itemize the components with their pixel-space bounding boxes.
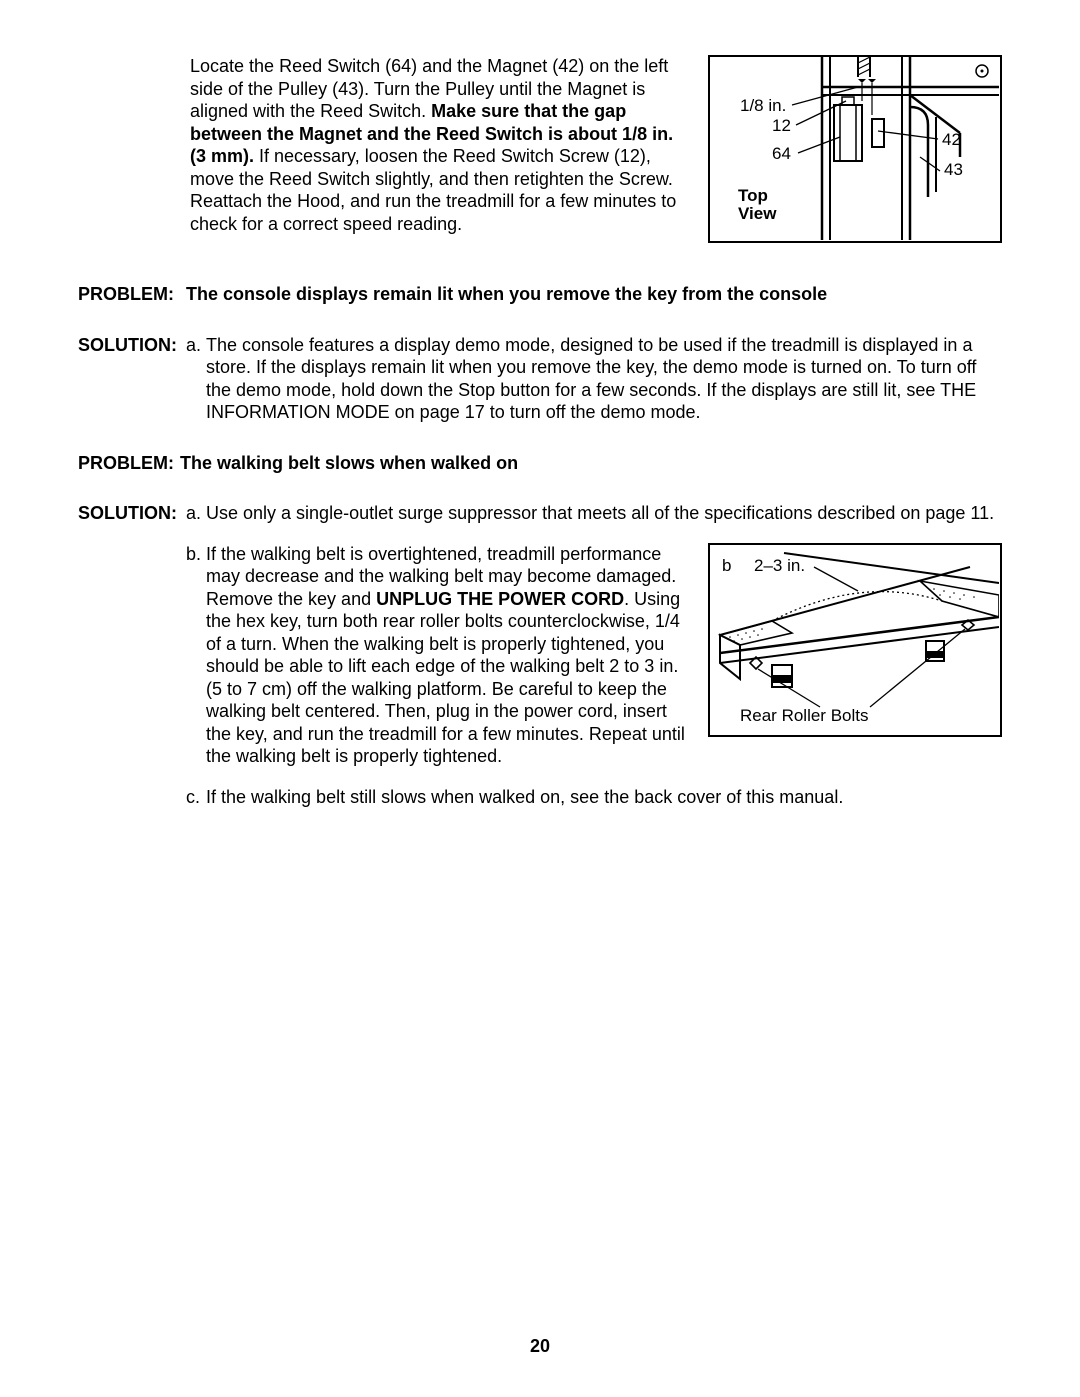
label-2-3-in: 2–3 in. [754, 555, 805, 576]
problem-1-row: PROBLEM: The console displays remain lit… [78, 283, 1002, 306]
solution-2c-letter: c. [186, 786, 206, 809]
label-43: 43 [944, 159, 963, 180]
solution-2b-body: If the walking belt is overtightened, tr… [206, 543, 688, 768]
reed-switch-s2: If necessary, loosen the Reed Switch Scr… [190, 146, 676, 234]
problem-1-label: PROBLEM: [78, 283, 186, 306]
label-rear-roller-bolts: Rear Roller Bolts [740, 705, 869, 726]
top-view-diagram: 1/8 in. 12 64 42 43 Top View [708, 55, 1002, 243]
solution-2b-s2: . Using the hex key, turn both rear roll… [206, 589, 685, 767]
solution-2-label: SOLUTION: [78, 502, 186, 525]
label-12: 12 [772, 115, 791, 136]
problem-2-label: PROBLEM: [78, 452, 180, 475]
solution-1-letter: a. [186, 334, 206, 424]
solution-1-text: The console features a display demo mode… [206, 334, 1002, 424]
problem-2-row: PROBLEM: The walking belt slows when wal… [78, 452, 1002, 475]
reed-switch-paragraph: Locate the Reed Switch (64) and the Magn… [78, 55, 688, 243]
page-number: 20 [0, 1335, 1080, 1358]
label-eighth-in: 1/8 in. [740, 95, 786, 116]
solution-1-label: SOLUTION: [78, 334, 186, 424]
rear-roller-diagram: b 2–3 in. Rear Roller Bolts [708, 543, 1002, 737]
solution-2c-text: If the walking belt still slows when wal… [206, 786, 1002, 809]
label-64: 64 [772, 143, 791, 164]
label-42: 42 [942, 129, 961, 150]
solution-2b-letter: b. [186, 543, 206, 768]
solution-2a-letter: a. [186, 502, 206, 525]
label-view: View [738, 203, 776, 224]
problem-2-text: The walking belt slows when walked on [180, 452, 518, 475]
label-b: b [722, 555, 731, 576]
solution-2b-bold: UNPLUG THE POWER CORD [376, 589, 624, 609]
problem-1-text: The console displays remain lit when you… [186, 283, 827, 306]
solution-2a-text: Use only a single-outlet surge suppresso… [206, 502, 1002, 525]
